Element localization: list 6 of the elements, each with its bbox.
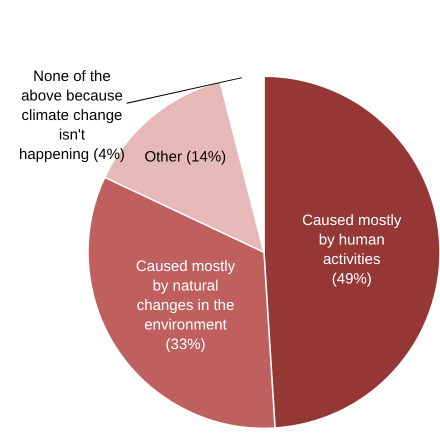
- slice-label: Caused mostly by natural changes in the environment: [136, 258, 236, 334]
- slice-label: Other (14%): [144, 148, 226, 166]
- slice-label: Caused mostly by human activities: [302, 212, 402, 268]
- data-label: (33%): [166, 336, 206, 353]
- data-label: (49%): [332, 270, 372, 288]
- slice-label: None of the above because climate change isn't happening (4%): [19, 68, 125, 163]
